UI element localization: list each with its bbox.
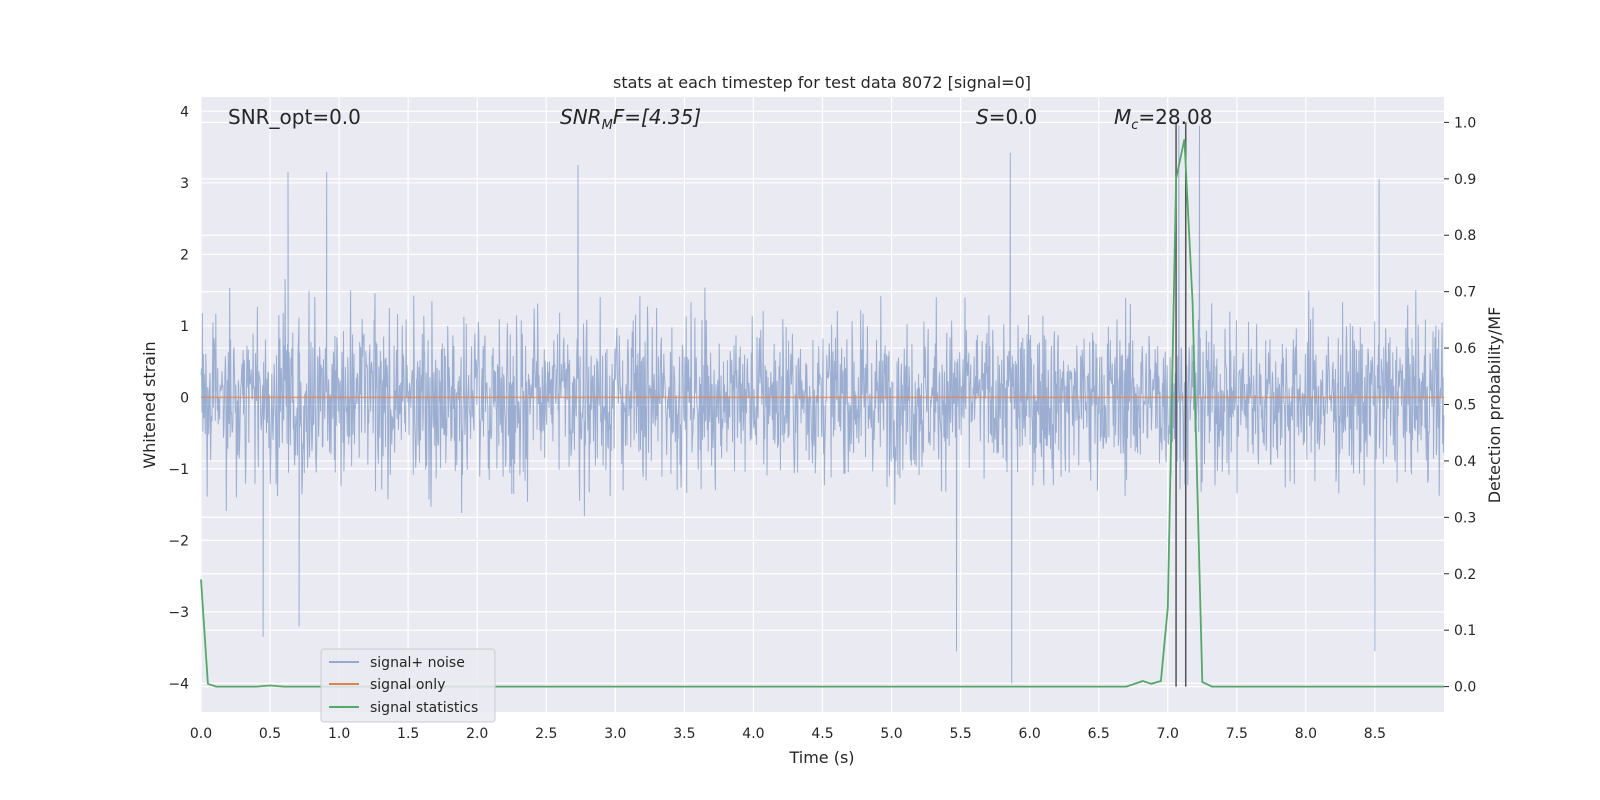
y2-tick-label: 0.7 xyxy=(1454,285,1476,301)
x-tick-label: 2.5 xyxy=(535,726,557,742)
x-tick-label: 7.5 xyxy=(1226,726,1248,742)
series-signal-statistics xyxy=(200,139,1444,688)
x-tick-label: 6.0 xyxy=(1019,726,1041,742)
y2-tick-label: 0.1 xyxy=(1454,623,1476,639)
y2-tick-label: 1.0 xyxy=(1454,115,1476,131)
y2-tick-label: 0.0 xyxy=(1454,680,1476,696)
y2-axis-label: Detection probability/MF xyxy=(1485,307,1504,504)
y2-axis-ticks: 0.0 0.1 0.2 0.3 0.4 0.5 0.6 0.7 0.8 0.9 1.0 xyxy=(1444,115,1476,696)
annotation-s: S=0.0 xyxy=(976,105,1037,129)
x-axis-label: Time (s) xyxy=(788,748,854,767)
signal-statistics-line xyxy=(200,139,1444,688)
y-tick-label: 1 xyxy=(180,319,189,335)
legend: signal+ noise signal only signal statist… xyxy=(320,648,496,723)
y2-tick-label: 0.4 xyxy=(1454,454,1476,470)
series-signal-noise xyxy=(200,125,1445,684)
y-tick-label: 4 xyxy=(180,104,189,120)
noise-trace xyxy=(200,125,1445,684)
snr-mf-main: SNR xyxy=(560,105,602,129)
y-tick-label: −2 xyxy=(168,533,189,549)
y-tick-label: 2 xyxy=(180,247,189,263)
y2-tick-label: 0.6 xyxy=(1454,341,1476,357)
y2-tick-label: 0.5 xyxy=(1454,398,1476,414)
s-italic: S xyxy=(976,105,989,129)
legend-label-noise: signal+ noise xyxy=(370,655,465,671)
x-tick-label: 2.0 xyxy=(466,726,488,742)
x-tick-label: 3.5 xyxy=(673,726,695,742)
snr-mf-sub: M xyxy=(602,118,613,133)
mc-rest: =28.08 xyxy=(1138,105,1212,129)
chart-title: stats at each timestep for test data 807… xyxy=(613,73,1031,92)
snr-mf-rest: F=[4.35] xyxy=(613,105,701,129)
y-tick-label: 0 xyxy=(180,390,189,406)
y-axis-ticks: −4 −3 −2 −1 0 1 2 3 4 xyxy=(168,104,189,692)
x-tick-label: 6.5 xyxy=(1088,726,1110,742)
x-tick-label: 0.0 xyxy=(190,726,212,742)
x-tick-label: 1.5 xyxy=(397,726,419,742)
x-tick-label: 7.0 xyxy=(1157,726,1179,742)
y2-tick-label: 0.8 xyxy=(1454,228,1476,244)
x-tick-label: 8.0 xyxy=(1295,726,1317,742)
annotation-snr-opt: SNR_opt=0.0 xyxy=(228,105,361,129)
x-axis-ticks: 0.0 0.5 1.0 1.5 2.0 2.5 3.0 3.5 4.0 4.5 5.0 5.5 6.0 6… xyxy=(190,726,1386,742)
x-tick-label: 3.0 xyxy=(604,726,626,742)
y-tick-label: −4 xyxy=(168,676,189,692)
y-axis-label: Whitened strain xyxy=(140,341,159,468)
y2-tick-label: 0.3 xyxy=(1454,510,1476,526)
x-tick-label: 8.5 xyxy=(1364,726,1386,742)
x-tick-label: 4.5 xyxy=(811,726,833,742)
legend-label-statistics: signal statistics xyxy=(370,700,478,716)
mc-sub: c xyxy=(1131,118,1138,133)
legend-label-signal: signal only xyxy=(370,677,445,693)
annotation-mc: Mc=28.08 xyxy=(1114,105,1212,133)
x-tick-label: 0.5 xyxy=(259,726,281,742)
y-tick-label: 3 xyxy=(180,176,189,192)
x-tick-label: 5.0 xyxy=(880,726,902,742)
y-tick-label: −1 xyxy=(168,462,189,478)
y2-tick-label: 0.2 xyxy=(1454,567,1476,583)
s-rest: =0.0 xyxy=(989,105,1038,129)
x-tick-label: 1.0 xyxy=(328,726,350,742)
x-tick-label: 5.5 xyxy=(949,726,971,742)
y2-tick-label: 0.9 xyxy=(1454,172,1476,188)
y-tick-label: −3 xyxy=(168,605,189,621)
mc-main: M xyxy=(1114,105,1131,129)
annotation-snr-mf: SNRMF=[4.35] xyxy=(560,105,701,133)
legend-box xyxy=(320,648,496,723)
x-tick-label: 4.0 xyxy=(742,726,764,742)
